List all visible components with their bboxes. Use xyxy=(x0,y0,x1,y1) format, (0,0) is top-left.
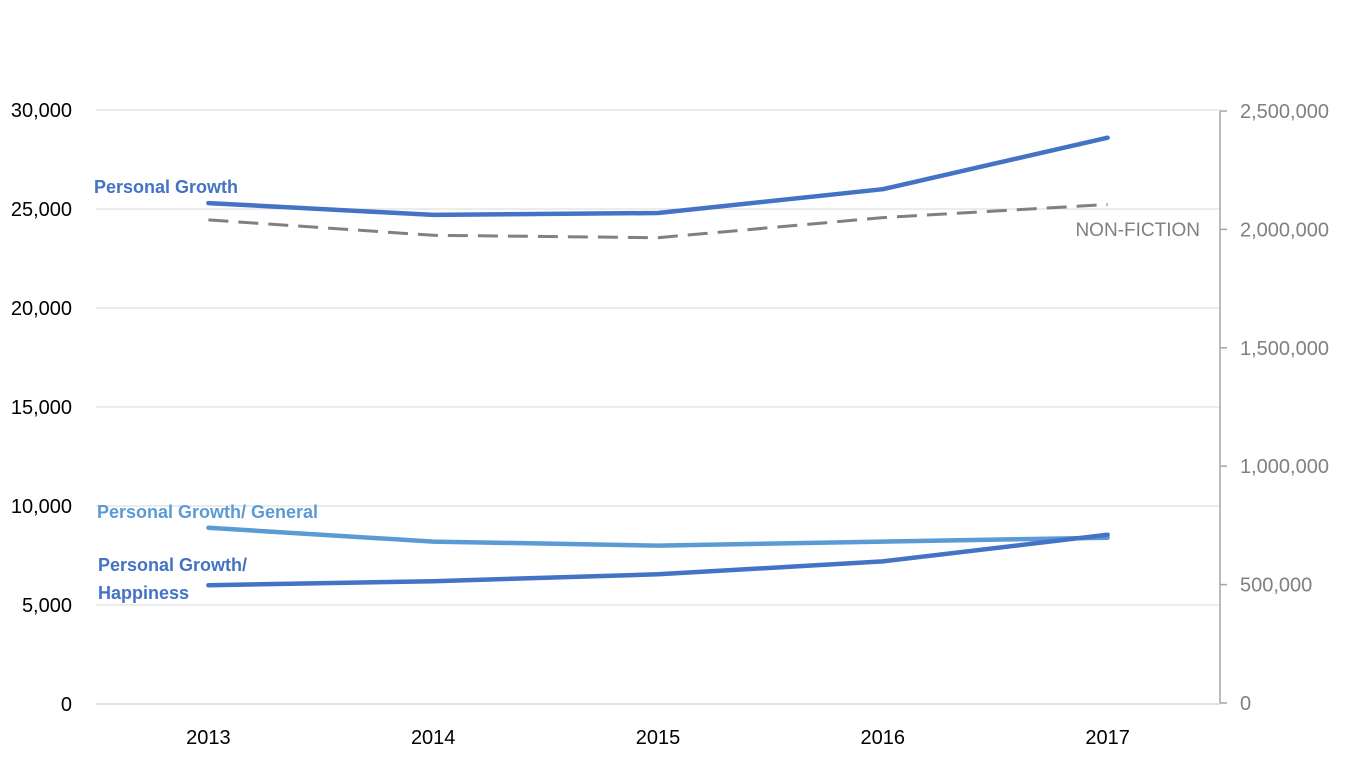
series-lines xyxy=(206,135,1110,588)
left-axis-tick-label: 25,000 xyxy=(11,199,72,221)
right-axis-tick-label: 1,000,000 xyxy=(1240,456,1329,478)
gridlines xyxy=(96,109,1220,705)
x-axis-tick-label: 2016 xyxy=(861,727,906,749)
series-line-personal-growth-general xyxy=(206,525,1110,548)
right-axis-tick-label: 0 xyxy=(1240,693,1251,715)
left-axis-tick-label: 0 xyxy=(61,694,72,716)
series-label: Personal Growth/Happiness xyxy=(98,555,247,603)
right-axis-tick-label: 1,500,000 xyxy=(1240,338,1329,360)
left-axis-tick-label: 15,000 xyxy=(11,397,72,419)
series-line-personal-growth-happiness xyxy=(206,532,1110,588)
series-label: Personal Growth/ General xyxy=(97,502,318,522)
right-axis-tick-label: 500,000 xyxy=(1240,575,1312,597)
left-axis-tick-labels: 0 5,000 10,000 15,000 20,000 25,000 30,000 xyxy=(11,100,72,716)
left-axis-tick-label: 10,000 xyxy=(11,496,72,518)
series-line-non-fiction xyxy=(208,203,1108,240)
x-axis-tick-labels: 2013 2014 2015 2016 2017 xyxy=(186,727,1130,749)
left-axis-tick-label: 5,000 xyxy=(22,595,72,617)
left-axis-tick-label: 30,000 xyxy=(11,100,72,122)
right-axis: 0 500,000 1,000,000 1,500,000 2,000,000 2,500… xyxy=(1219,101,1329,715)
series-label: NON-FICTION xyxy=(1075,220,1200,241)
x-axis-tick-label: 2017 xyxy=(1085,727,1130,749)
series-labels: Personal Growth Personal Growth/ General P… xyxy=(94,177,1200,603)
x-axis-tick-label: 2014 xyxy=(411,727,456,749)
right-axis-tick-label: 2,000,000 xyxy=(1240,219,1329,241)
x-axis-tick-label: 2015 xyxy=(636,727,681,749)
x-axis-tick-label: 2013 xyxy=(186,727,231,749)
series-label: Personal Growth xyxy=(94,177,238,197)
series-line-personal-growth xyxy=(206,135,1110,218)
right-axis-tick-label: 2,500,000 xyxy=(1240,101,1329,123)
left-axis-tick-label: 20,000 xyxy=(11,298,72,320)
